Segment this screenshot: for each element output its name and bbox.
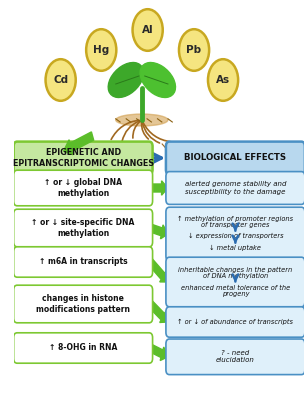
Text: ↓ metal uptake: ↓ metal uptake <box>209 245 261 251</box>
Text: ↑ m6A in transcripts: ↑ m6A in transcripts <box>39 258 127 266</box>
Text: of DNA methylation: of DNA methylation <box>203 272 268 279</box>
Text: ↑ 8-OHG in RNA: ↑ 8-OHG in RNA <box>49 344 117 352</box>
Text: changes in histone
modifications pattern: changes in histone modifications pattern <box>36 294 130 314</box>
Text: BIOLOGICAL EFFECTS: BIOLOGICAL EFFECTS <box>184 154 286 162</box>
Circle shape <box>208 59 238 101</box>
Text: ↑ or ↓ global DNA
methylation: ↑ or ↓ global DNA methylation <box>44 178 122 198</box>
Circle shape <box>179 29 209 71</box>
FancyBboxPatch shape <box>166 172 305 204</box>
Ellipse shape <box>140 62 176 98</box>
Text: of transporter genes: of transporter genes <box>201 222 270 228</box>
FancyBboxPatch shape <box>14 247 153 277</box>
Text: ↓ expression of transporters: ↓ expression of transporters <box>188 233 283 239</box>
FancyArrow shape <box>151 181 168 195</box>
Text: Cd: Cd <box>53 75 68 85</box>
Ellipse shape <box>108 62 144 98</box>
FancyBboxPatch shape <box>166 142 305 174</box>
FancyBboxPatch shape <box>166 257 305 307</box>
FancyArrow shape <box>149 259 168 282</box>
FancyBboxPatch shape <box>14 170 153 206</box>
Text: ↑ or ↓ of abundance of transcripts: ↑ or ↓ of abundance of transcripts <box>177 319 293 325</box>
Text: Al: Al <box>142 25 154 35</box>
Text: alerted genome stability and
susceptibility to the damage: alerted genome stability and susceptibil… <box>185 181 286 195</box>
Circle shape <box>46 59 76 101</box>
FancyBboxPatch shape <box>14 285 153 323</box>
Text: ↑ or ↓ site-specific DNA
methylation: ↑ or ↓ site-specific DNA methylation <box>32 218 135 238</box>
FancyBboxPatch shape <box>166 339 305 374</box>
Text: progeny: progeny <box>222 291 249 297</box>
FancyArrow shape <box>150 224 168 239</box>
FancyBboxPatch shape <box>166 307 305 337</box>
FancyBboxPatch shape <box>14 142 153 174</box>
Circle shape <box>132 9 163 51</box>
FancyBboxPatch shape <box>166 207 305 261</box>
FancyBboxPatch shape <box>14 333 153 363</box>
Ellipse shape <box>116 114 168 126</box>
Text: As: As <box>216 75 230 85</box>
Text: Hg: Hg <box>93 45 109 55</box>
FancyArrow shape <box>149 301 168 322</box>
Text: enhanced metal tolerance of the: enhanced metal tolerance of the <box>181 285 290 291</box>
Text: ↑ methylation of promoter regions: ↑ methylation of promoter regions <box>177 216 293 222</box>
Text: inheritable changes in the pattern: inheritable changes in the pattern <box>178 267 293 273</box>
FancyArrow shape <box>64 132 94 155</box>
Text: EPIGENETIC AND
EPITRANSCRIPTOMIC CHANGES: EPIGENETIC AND EPITRANSCRIPTOMIC CHANGES <box>13 148 154 168</box>
Circle shape <box>86 29 116 71</box>
Text: Pb: Pb <box>186 45 202 55</box>
FancyArrow shape <box>150 344 168 360</box>
Text: ? - need
elucidation: ? - need elucidation <box>216 350 255 363</box>
FancyBboxPatch shape <box>14 209 153 247</box>
